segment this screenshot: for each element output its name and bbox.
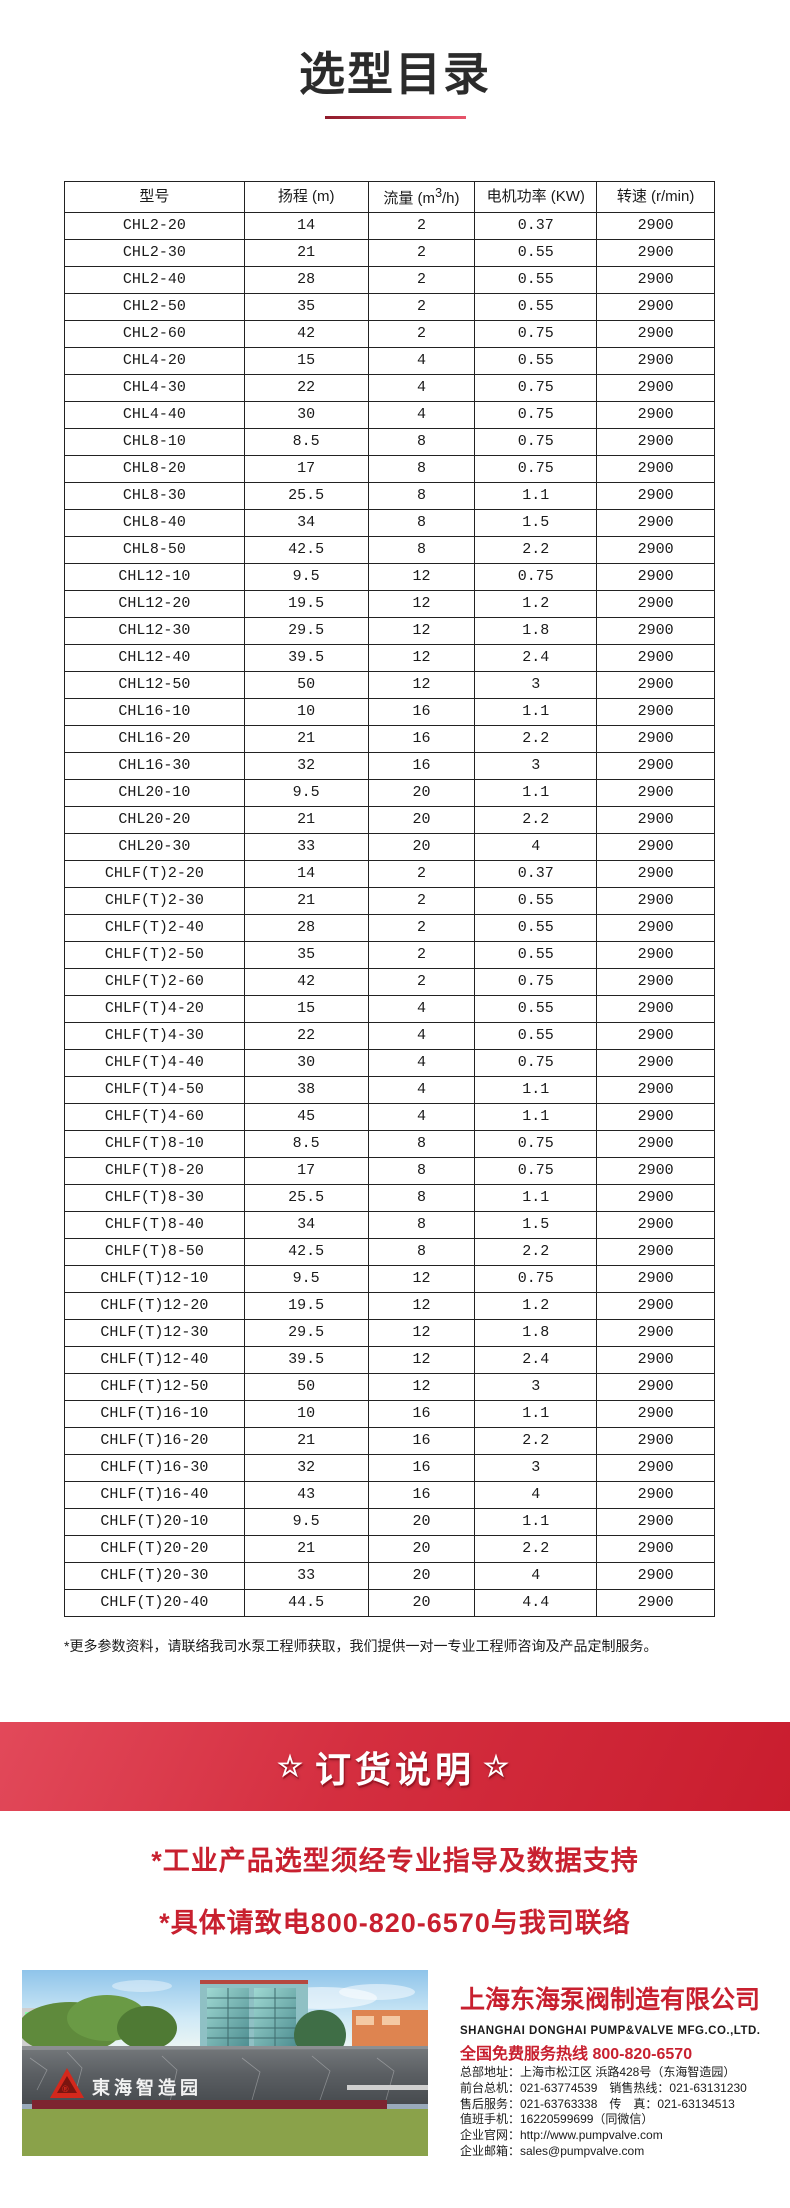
svg-text:®: ® (62, 2084, 69, 2094)
svg-text:東海智造园: 東海智造园 (92, 2077, 202, 2098)
